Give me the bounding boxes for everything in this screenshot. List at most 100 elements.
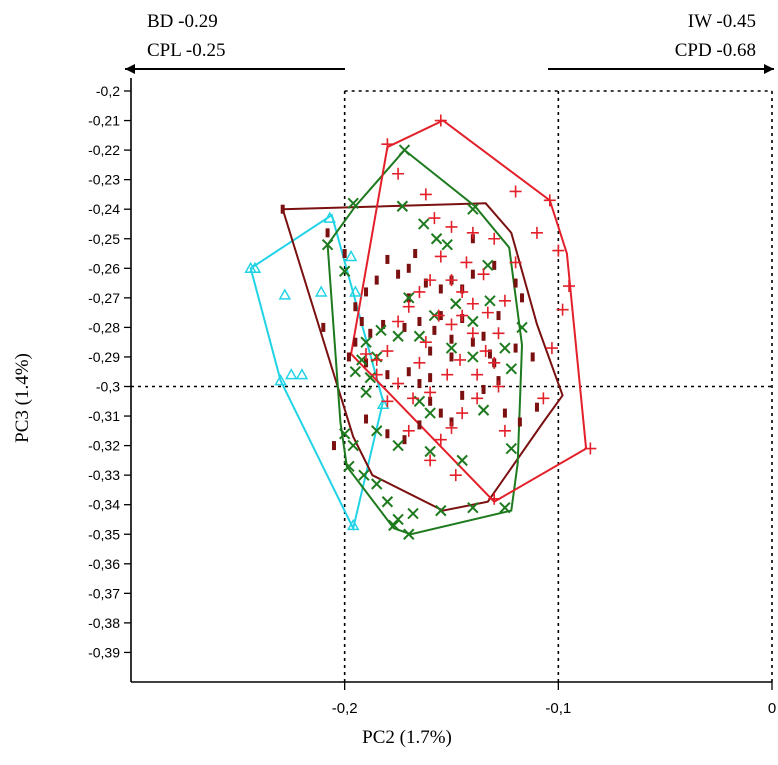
plus-point-54 (424, 454, 437, 467)
plus-point-11 (552, 244, 565, 257)
plus-point-28 (370, 353, 383, 366)
y-tick-label-7: -0,27 (88, 290, 120, 306)
bar-point-29 (368, 328, 373, 338)
plus-point-45 (498, 424, 511, 437)
y-tick-label-9: -0,29 (88, 349, 120, 365)
plus-point-50 (456, 309, 469, 322)
plus-point-9 (530, 226, 543, 239)
cross-point-24 (349, 366, 362, 378)
y-tick-label-5: -0,25 (88, 231, 120, 247)
x-axis-title: PC2 (1.7%) (362, 727, 452, 748)
plus-point-5 (445, 220, 458, 233)
loading-right-line-2: CPD -0.68 (675, 40, 756, 61)
cross-point-17 (445, 342, 458, 354)
bar-point-15 (492, 260, 497, 270)
plus-point-43 (434, 433, 447, 446)
bar-point-2 (342, 249, 347, 259)
plus-point-30 (370, 368, 383, 381)
cross-point-18 (467, 351, 479, 363)
bar-point-31 (353, 337, 358, 347)
cross-point-20 (505, 363, 518, 375)
triangle-point-4 (284, 368, 298, 380)
plus-point-19 (481, 306, 494, 319)
triangle-point-6 (323, 211, 336, 223)
cross-point-49 (484, 295, 496, 307)
plus-point-47 (413, 356, 426, 369)
bar-point-38 (438, 408, 443, 418)
cross-point-46 (388, 519, 400, 532)
cross-point-23 (356, 354, 368, 366)
y-tick-label-18: -0,38 (88, 615, 120, 631)
plus-point-39 (492, 380, 505, 393)
plus-point-13 (556, 303, 569, 316)
triangle-point-10 (346, 518, 360, 531)
bar-point-25 (432, 325, 437, 335)
cross-point-2 (396, 200, 409, 212)
plus-point-52 (402, 424, 415, 437)
bar-point-34 (385, 370, 390, 380)
y-tick-label-4: -0,24 (88, 201, 120, 217)
bar-point-48 (449, 352, 454, 362)
bar-point-4 (364, 287, 369, 297)
plus-point-20 (466, 297, 479, 310)
plus-point-40 (471, 392, 484, 405)
bar-point-19 (534, 402, 539, 412)
cross-point-8 (467, 203, 479, 215)
plus-point-46 (419, 336, 432, 349)
plus-point-55 (449, 469, 462, 482)
y-tick-label-8: -0,28 (88, 319, 120, 335)
bar-point-42 (502, 408, 507, 418)
cross-point-43 (505, 442, 518, 455)
plus-point-16 (584, 442, 597, 455)
plus-point-12 (563, 280, 576, 293)
triangle-point-8 (344, 249, 358, 262)
plus-point-4 (428, 212, 441, 225)
plus-point-7 (488, 232, 501, 245)
bar-point-58 (331, 441, 336, 451)
y-tick-label-16: -0,36 (88, 556, 120, 572)
cross-point-44 (343, 460, 355, 472)
bar-point-37 (428, 396, 433, 406)
plus-point-8 (509, 185, 522, 198)
plus-point-29 (360, 347, 373, 360)
y-tick-label-19: -0,39 (88, 644, 120, 660)
cross-point-14 (360, 336, 372, 348)
bar-point-22 (487, 349, 492, 359)
hull-bar-group (281, 202, 564, 512)
hull-plus-group (350, 119, 588, 503)
plus-point-37 (479, 345, 492, 358)
cross-point-15 (392, 330, 404, 342)
cross-point-41 (467, 501, 479, 514)
cross-point-5 (418, 218, 430, 230)
bar-point-26 (417, 316, 422, 326)
triangle-point-1 (248, 261, 262, 274)
cross-point-38 (392, 513, 404, 526)
cross-point-28 (424, 407, 436, 419)
cross-point-16 (413, 330, 426, 342)
plus-point-1 (381, 138, 394, 151)
y-tick-label-13: -0,33 (88, 467, 120, 483)
plus-point-49 (445, 318, 458, 331)
loading-right-line-1: IW -0.45 (688, 11, 756, 32)
bar-point-17 (520, 293, 525, 303)
y-tick-label-3: -0,23 (88, 172, 120, 188)
plus-point-3 (419, 188, 432, 201)
cross-point-42 (499, 501, 511, 514)
plus-point-33 (424, 386, 437, 399)
bar-point-5 (374, 275, 379, 285)
cross-point-36 (371, 478, 383, 490)
plus-point-17 (509, 256, 522, 269)
bar-point-27 (402, 322, 407, 332)
bar-point-28 (381, 319, 386, 329)
bar-point-49 (428, 346, 433, 356)
cross-point-31 (392, 439, 404, 452)
loading-left-line-2: CPL -0.25 (147, 40, 225, 61)
cross-point-30 (371, 425, 383, 437)
bar-point-32 (346, 352, 351, 362)
plus-point-53 (381, 395, 394, 408)
x-tick-label-0: -0,2 (332, 700, 358, 717)
plus-point-42 (445, 421, 458, 434)
cross-point-34 (338, 428, 351, 440)
plus-point-21 (456, 285, 469, 298)
